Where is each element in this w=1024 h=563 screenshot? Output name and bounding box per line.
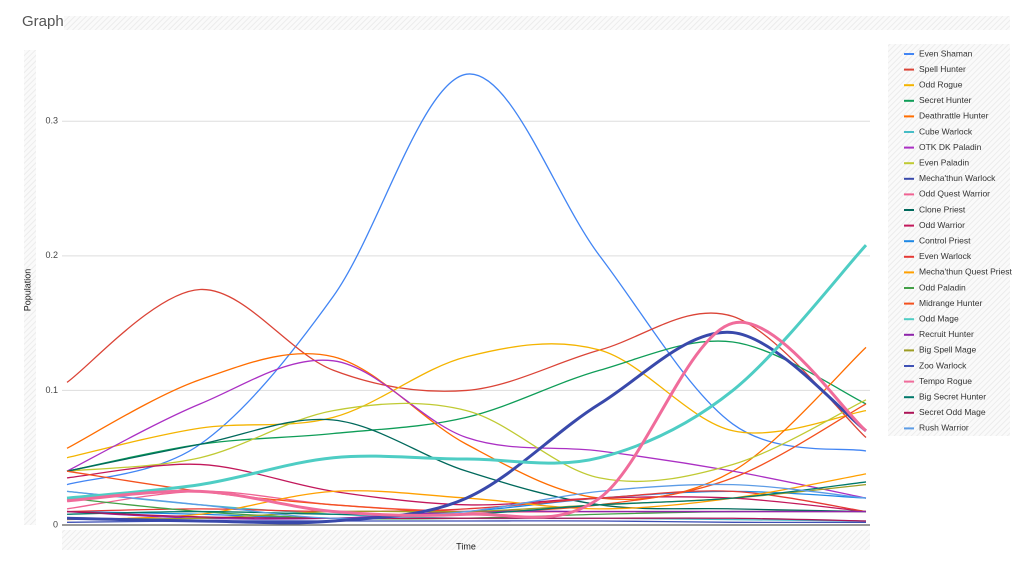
legend-label: Deathrattle Hunter	[919, 111, 989, 121]
legend-label: Even Shaman	[919, 48, 973, 58]
series-line	[66, 288, 867, 439]
y-axis-label: Population	[22, 269, 32, 312]
legend-label: Secret Odd Mage	[919, 407, 986, 417]
legend-label: Even Paladin	[919, 157, 969, 167]
series-line	[66, 418, 867, 513]
title-bar	[64, 16, 1010, 30]
legend-label: Even Warlock	[919, 251, 972, 261]
legend-label: Midrange Hunter	[919, 298, 982, 308]
chart-title: Graph	[22, 13, 64, 30]
series-line	[66, 359, 867, 499]
y-tick-label: 0.3	[45, 116, 58, 126]
y-axis-band	[24, 50, 36, 525]
legend-label: Spell Hunter	[919, 64, 966, 74]
series-line	[66, 340, 867, 472]
legend-label: Secret Hunter	[919, 95, 972, 105]
legend-label: Clone Priest	[919, 204, 966, 214]
legend-label: Odd Quest Warrior	[919, 189, 990, 199]
y-tick-label: 0.1	[45, 385, 58, 395]
series-line	[66, 330, 867, 525]
series-line	[66, 346, 867, 501]
legend-label: Recruit Hunter	[919, 329, 974, 339]
y-tick-label: 0	[53, 519, 58, 529]
y-tick-label: 0.2	[45, 250, 58, 260]
legend-label: Tempo Rogue	[919, 376, 972, 386]
legend-label: Mecha'thun Warlock	[919, 173, 996, 183]
legend-label: Mecha'thun Quest Priest	[919, 267, 1012, 277]
series-line	[66, 399, 867, 483]
legend-label: Rush Warrior	[919, 423, 969, 433]
legend-label: Odd Warrior	[919, 220, 965, 230]
legend-label: Odd Rogue	[919, 79, 963, 89]
series-line	[66, 244, 868, 500]
x-axis-band	[62, 530, 870, 550]
series-line	[66, 73, 867, 486]
x-axis-label: Time	[456, 541, 476, 551]
legend-label: Zoo Warlock	[919, 360, 967, 370]
series-line	[66, 483, 867, 520]
series-line	[66, 510, 867, 522]
legend-label: Big Secret Hunter	[919, 391, 986, 401]
series-line	[66, 343, 867, 459]
legend-band	[888, 44, 1010, 436]
legend-label: Big Spell Mage	[919, 345, 976, 355]
legend-label: Cube Warlock	[919, 126, 973, 136]
legend-label: Odd Paladin	[919, 282, 966, 292]
legend-label: Control Priest	[919, 235, 971, 245]
legend-label: Odd Mage	[919, 313, 959, 323]
series-line	[66, 320, 867, 519]
legend-label: OTK DK Paladin	[919, 142, 982, 152]
series-line	[66, 490, 867, 513]
